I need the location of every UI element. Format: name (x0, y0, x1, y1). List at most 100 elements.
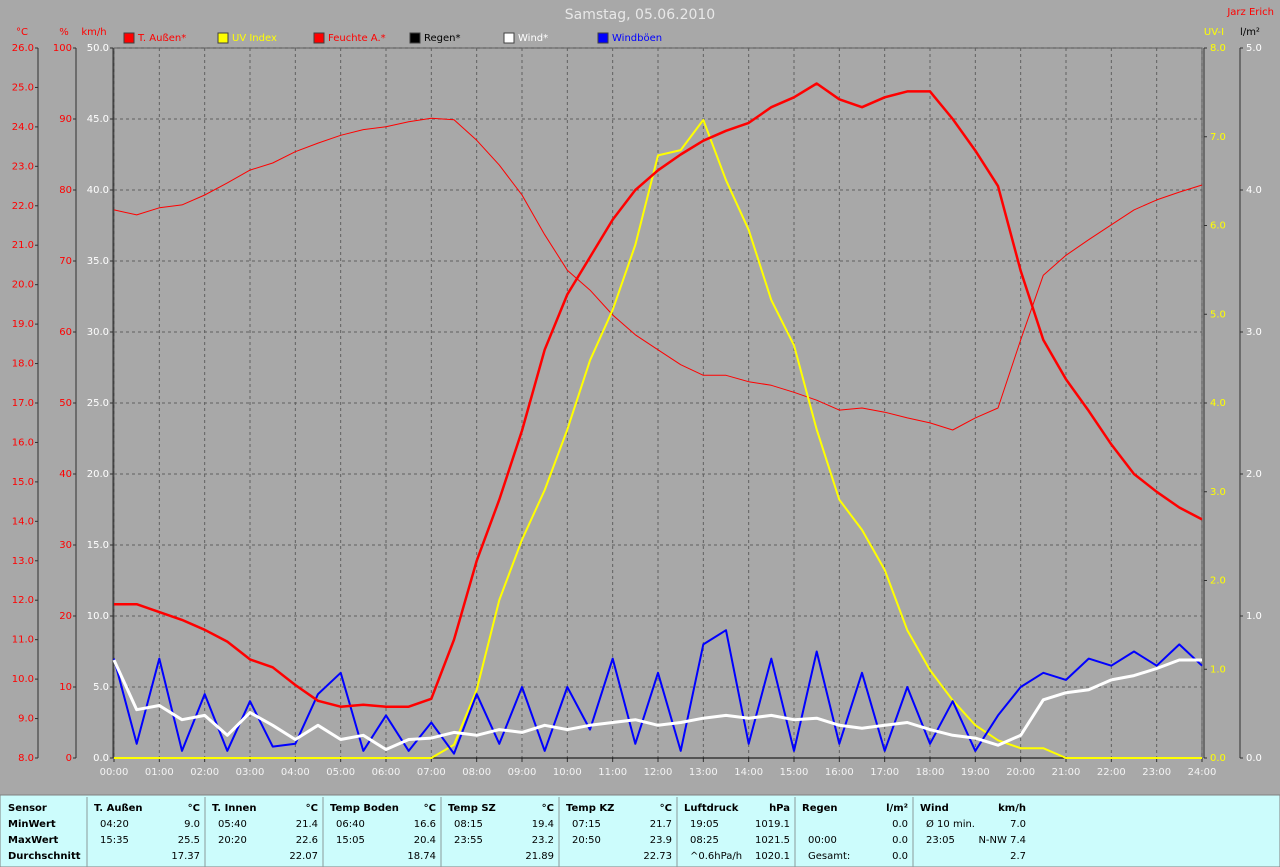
y-tick-label: 5.0 (93, 682, 109, 693)
column-unit: °C (542, 803, 554, 814)
x-tick-label: 11:00 (598, 767, 627, 778)
y-tick-label: 3.0 (1210, 487, 1226, 498)
y-tick-label: 21.0 (12, 240, 34, 251)
y-tick-label: 10.0 (12, 674, 34, 685)
x-tick-label: 16:00 (825, 767, 854, 778)
cell-right: 22.07 (289, 851, 318, 862)
y-tick-label: 8.0 (1210, 43, 1226, 54)
x-tick-label: 00:00 (100, 767, 129, 778)
y-axis-unit: % (59, 27, 69, 38)
cell-right: 1019.1 (755, 819, 790, 830)
y-tick-label: 50 (59, 398, 72, 409)
y-tick-label: 14.0 (12, 516, 34, 527)
cell-right: 0.0 (892, 851, 908, 862)
y-tick-label: 0.0 (1210, 753, 1226, 764)
cell-right: 2.7 (1010, 851, 1026, 862)
cell-left: 07:15 (572, 819, 601, 830)
legend-swatch (217, 32, 229, 44)
y-tick-label: 35.0 (87, 256, 109, 267)
cell-right: 1021.5 (755, 835, 790, 846)
column-unit: °C (660, 803, 672, 814)
y-tick-label: 11.0 (12, 635, 34, 646)
x-tick-label: 04:00 (281, 767, 310, 778)
x-tick-label: 07:00 (417, 767, 446, 778)
x-tick-label: 23:00 (1142, 767, 1171, 778)
cell-right: 21.4 (296, 819, 318, 830)
legend-label: UV Index (232, 33, 277, 44)
y-tick-label: 17.0 (12, 398, 34, 409)
column-header: Temp SZ (448, 803, 496, 814)
y-tick-label: 13.0 (12, 556, 34, 567)
x-tick-label: 19:00 (961, 767, 990, 778)
y-tick-label: 10 (59, 682, 72, 693)
y-axis-unit: °C (16, 27, 28, 38)
series-line (114, 82, 1203, 708)
cell-right: 25.5 (178, 835, 200, 846)
column-unit: °C (424, 803, 436, 814)
column-header: T. Außen (94, 803, 143, 814)
column-unit: l/m² (886, 803, 908, 814)
y-tick-label: 8.0 (18, 753, 34, 764)
column-header: Wind (920, 803, 949, 814)
cell-left: 15:05 (336, 835, 365, 846)
y-tick-label: 80 (59, 185, 72, 196)
column-unit: °C (306, 803, 318, 814)
cell-right: 22.6 (296, 835, 318, 846)
cell-right: 17.37 (171, 851, 200, 862)
x-tick-label: 14:00 (734, 767, 763, 778)
y-tick-label: 24.0 (12, 122, 34, 133)
y-tick-label: 30.0 (87, 327, 109, 338)
row-label: Durchschnitt (8, 851, 81, 862)
x-tick-label: 18:00 (916, 767, 945, 778)
y-tick-label: 4.0 (1246, 185, 1262, 196)
y-tick-label: 18.0 (12, 359, 34, 370)
cell-right: 22.73 (643, 851, 672, 862)
y-tick-label: 20.0 (12, 280, 34, 291)
column-header: T. Innen (212, 803, 256, 814)
y-tick-label: 25.0 (87, 398, 109, 409)
column-header: Temp KZ (566, 803, 614, 814)
cell-right: 1020.1 (755, 851, 790, 862)
y-tick-label: 9.0 (18, 714, 34, 725)
cell-right: 0.0 (892, 835, 908, 846)
y-tick-label: 7.0 (1210, 132, 1226, 143)
x-tick-label: 08:00 (462, 767, 491, 778)
x-tick-label: 22:00 (1097, 767, 1126, 778)
legend-label: Windböen (612, 33, 662, 44)
cell-right: 23.2 (532, 835, 554, 846)
x-tick-label: 17:00 (870, 767, 899, 778)
cell-left: ^0.6hPa/h (690, 851, 742, 862)
y-tick-label: 23.0 (12, 161, 34, 172)
legend-swatch (313, 32, 325, 44)
y-tick-label: 10.0 (87, 611, 109, 622)
y-tick-label: 1.0 (1246, 611, 1262, 622)
y-tick-label: 70 (59, 256, 72, 267)
cell-right: 18.74 (407, 851, 436, 862)
cell-right: 9.0 (184, 819, 200, 830)
author: Jarz Erich (1226, 7, 1274, 18)
cell-left: 23:55 (454, 835, 483, 846)
cell-right: 7.0 (1010, 819, 1026, 830)
cell-left: 04:20 (100, 819, 129, 830)
series-line (113, 117, 1203, 431)
y-tick-label: 40 (59, 469, 72, 480)
y-tick-label: 2.0 (1210, 576, 1226, 587)
x-tick-label: 01:00 (145, 767, 174, 778)
column-header: Regen (802, 803, 838, 814)
y-tick-label: 50.0 (87, 43, 109, 54)
cell-left: 19:05 (690, 819, 719, 830)
y-tick-label: 0 (66, 753, 72, 764)
row-label: MinWert (8, 819, 56, 830)
x-tick-label: 21:00 (1052, 767, 1081, 778)
cell-left: 06:40 (336, 819, 365, 830)
y-axis-unit: l/m² (1240, 27, 1260, 38)
legend-swatch (123, 32, 135, 44)
x-tick-label: 15:00 (780, 767, 809, 778)
y-tick-label: 1.0 (1210, 664, 1226, 675)
y-axis-unit: km/h (81, 27, 106, 38)
x-tick-label: 13:00 (689, 767, 718, 778)
cell-left: Gesamt: (808, 851, 850, 862)
y-tick-label: 16.0 (12, 437, 34, 448)
cell-left: 23:05 (926, 835, 955, 846)
